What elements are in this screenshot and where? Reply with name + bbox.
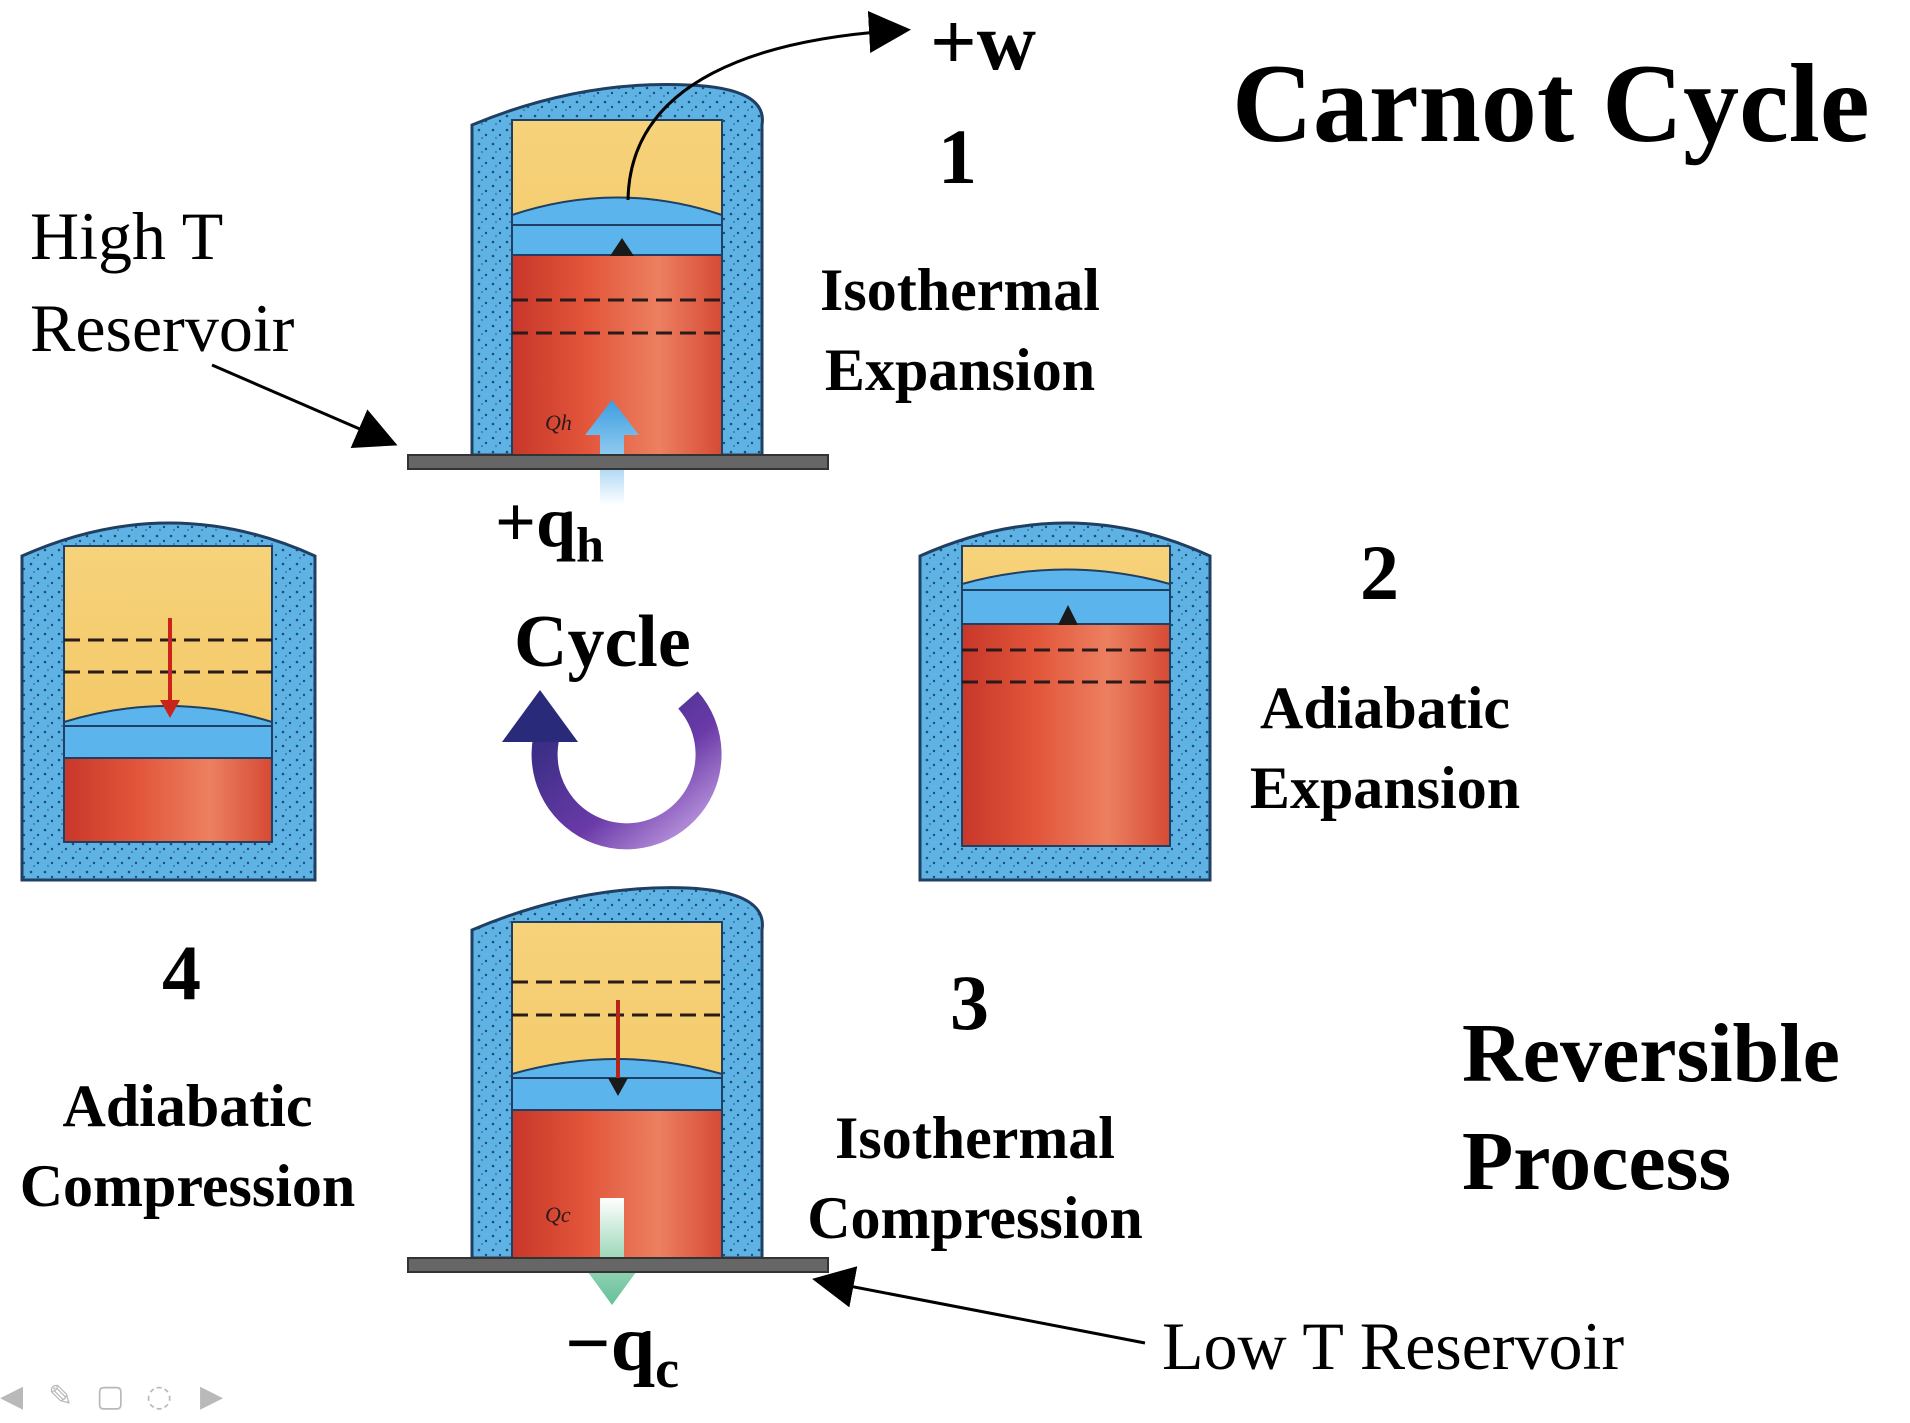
pen-icon[interactable]: ✎ [48,1379,74,1414]
step-4-label: Adiabatic Compression [0,1066,375,1226]
high-t-line2: Reservoir [30,290,295,366]
work-label: +w [930,0,1036,87]
step-1-line2: Expansion [824,337,1096,403]
forward-icon[interactable]: ▶ [200,1379,224,1414]
heat-out-label: −qc [565,1290,679,1423]
process-line1: Reversible [1462,1007,1840,1100]
work-arrow [626,11,911,201]
high-t-reservoir-plate [407,454,829,470]
step-2-label: Adiabatic Expansion [1215,668,1555,828]
cylinder-1: Qh [470,83,764,505]
slideshow-toolbar: ◀ ✎ ▢ ◌ ▶ [0,1382,260,1414]
high-t-line1: High T [30,198,224,274]
process-line2: Process [1462,1115,1732,1208]
cycle-arrow [502,690,722,850]
heat-out-subscript: c [655,1339,680,1399]
process-label: Reversible Process [1462,1000,1840,1216]
heat-in-label: +qh [495,468,604,598]
step-4-line1: Adiabatic [62,1073,313,1139]
step-3-line2: Compression [807,1185,1143,1251]
step-4-number: 4 [162,929,201,1016]
step-1-line1: Isothermal [820,257,1100,323]
step-4-line2: Compression [19,1153,356,1219]
heat-in-arrow [585,400,639,505]
cylinder-3-heat-label: Qc [545,1202,571,1227]
step-1-label: Isothermal Expansion [790,250,1130,410]
high-t-reservoir-label: High T Reservoir [30,190,294,374]
back-icon[interactable]: ◀ [0,1379,24,1414]
page-title: Carnot Cycle [1232,42,1870,166]
cylinder-4 [20,521,317,882]
step-1-number: 1 [938,113,977,200]
step-3-line1: Isothermal [835,1105,1115,1171]
heat-out-text: −q [565,1300,656,1388]
step-3-number: 3 [950,959,989,1046]
high-t-pointer [211,363,398,448]
heat-in-subscript: h [576,516,604,573]
low-t-pointer [812,1266,1146,1345]
slides-icon[interactable]: ▢ [96,1379,125,1414]
low-t-reservoir-plate [407,1257,829,1273]
step-2-number: 2 [1360,529,1399,616]
cycle-label: Cycle [514,601,691,683]
step-2-line2: Expansion [1249,755,1521,821]
low-t-reservoir-label: Low T Reservoir [1162,1308,1625,1384]
heat-out-arrow [585,1198,639,1305]
cylinder-3: Qc [470,886,764,1305]
step-2-line1: Adiabatic [1259,675,1511,741]
more-icon[interactable]: ◌ [146,1379,173,1414]
cylinder-1-heat-label: Qh [545,410,572,435]
step-3-label: Isothermal Compression [785,1098,1165,1258]
heat-in-text: +q [495,482,577,562]
cylinder-2 [918,521,1212,882]
